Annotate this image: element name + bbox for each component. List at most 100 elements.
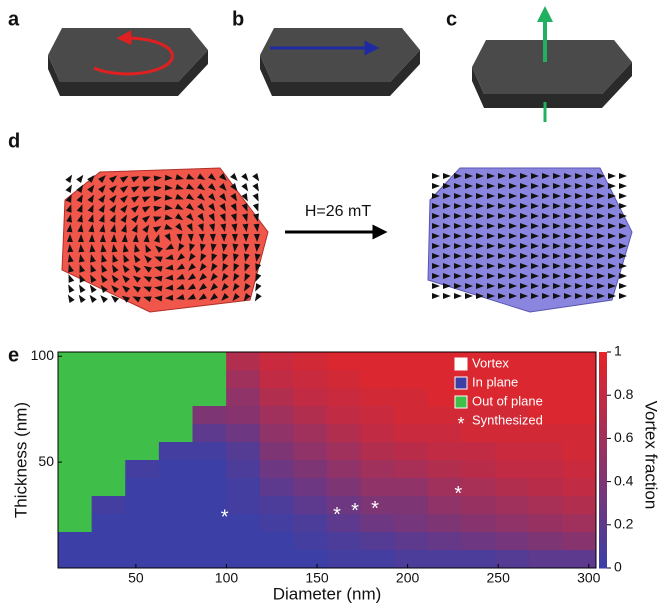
cell <box>158 460 193 479</box>
spin <box>454 293 462 299</box>
spin <box>454 273 462 279</box>
spin <box>476 263 484 269</box>
spin <box>198 283 207 291</box>
cell <box>293 370 328 389</box>
colorbar-step <box>599 560 607 565</box>
spin <box>187 283 196 290</box>
spin <box>432 243 440 249</box>
spin <box>454 213 462 219</box>
spin <box>255 283 262 292</box>
cell <box>394 442 429 461</box>
spin <box>231 223 238 232</box>
spin <box>197 223 204 232</box>
spin <box>219 203 226 212</box>
cell <box>327 406 362 425</box>
spin <box>254 253 261 262</box>
spin <box>87 194 94 203</box>
spin <box>65 174 73 183</box>
cell <box>91 496 126 515</box>
spin <box>608 173 616 179</box>
cell <box>528 388 563 407</box>
colorbar-tick-label: 1 <box>614 343 622 359</box>
spin <box>90 264 97 273</box>
colorbar-step <box>599 431 607 436</box>
spin <box>244 263 251 272</box>
spin <box>178 243 185 252</box>
spin <box>542 173 550 179</box>
spin <box>101 254 107 263</box>
spin <box>542 213 550 219</box>
cell <box>461 496 496 515</box>
spin <box>531 183 539 189</box>
spin <box>197 213 205 222</box>
spin <box>134 244 140 253</box>
spin <box>154 295 163 302</box>
spin <box>176 253 185 261</box>
colorbar-step <box>599 420 607 425</box>
cell <box>327 550 362 569</box>
cell <box>226 514 261 533</box>
cell <box>394 406 429 425</box>
spin <box>210 263 218 272</box>
cell <box>461 424 496 443</box>
spin <box>498 243 506 249</box>
y-tick-label: 100 <box>31 347 55 363</box>
spin <box>619 193 627 199</box>
spin <box>143 286 152 293</box>
spin <box>211 253 218 262</box>
spin <box>465 233 473 239</box>
spin <box>542 193 550 199</box>
cell <box>192 478 227 497</box>
cell <box>58 424 93 443</box>
spin <box>542 263 550 269</box>
cell <box>562 514 597 533</box>
spin <box>454 183 462 189</box>
spin <box>132 296 141 303</box>
spin <box>143 234 150 243</box>
spin <box>432 223 440 229</box>
spin <box>68 264 75 273</box>
cell <box>91 478 126 497</box>
spin <box>122 275 130 283</box>
spin <box>198 293 207 301</box>
cell <box>495 352 530 371</box>
cell <box>495 424 530 443</box>
cell <box>360 460 395 479</box>
spin <box>553 243 561 249</box>
colorbar-step <box>599 460 607 465</box>
cell <box>461 532 496 551</box>
spin <box>608 213 616 219</box>
spin <box>233 253 239 262</box>
spin <box>221 273 229 282</box>
spin <box>209 233 216 242</box>
cell <box>394 514 429 533</box>
spin <box>432 233 440 239</box>
spin <box>66 224 73 233</box>
spin <box>454 233 462 239</box>
spin <box>476 193 484 199</box>
spin <box>454 173 462 179</box>
spin <box>542 243 550 249</box>
spin <box>586 223 594 229</box>
spin <box>542 273 550 279</box>
spin <box>221 243 228 252</box>
spin <box>520 293 528 299</box>
cell <box>58 496 93 515</box>
spin <box>586 283 594 289</box>
spin <box>454 193 462 199</box>
cell <box>495 460 530 479</box>
spin <box>197 173 206 181</box>
spin <box>465 173 473 179</box>
x-tick-label: 300 <box>577 570 601 586</box>
spin <box>87 174 95 183</box>
spin <box>76 174 84 183</box>
spin <box>65 194 72 203</box>
spin <box>198 233 205 242</box>
spin <box>112 264 119 273</box>
spin <box>208 203 216 212</box>
spin <box>208 213 215 222</box>
spin <box>164 184 173 191</box>
cell <box>427 496 462 515</box>
spin <box>520 173 528 179</box>
